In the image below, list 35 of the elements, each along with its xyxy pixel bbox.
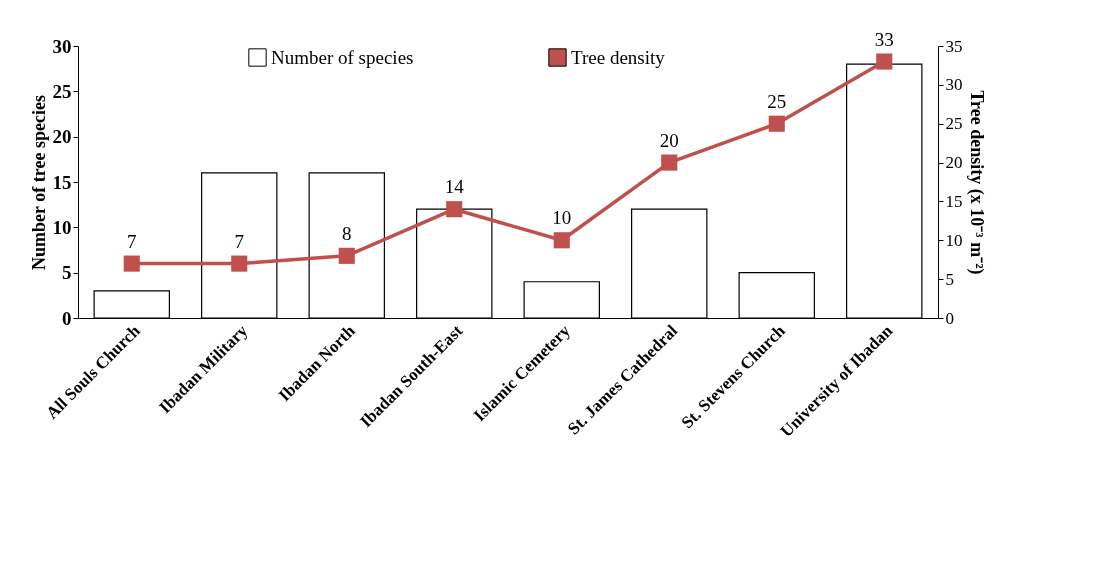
y2-axis-title: Tree density (x 10⁻³ m⁻²) <box>965 90 987 275</box>
point <box>446 201 463 218</box>
data-label: 10 <box>552 207 572 229</box>
data-label: 25 <box>767 90 787 112</box>
y2-tick-label: 35 <box>945 36 963 56</box>
point <box>876 53 893 70</box>
y2-tick-label: 0 <box>945 308 954 328</box>
y2-tick-label: 15 <box>945 191 963 211</box>
y-tick-label: 10 <box>52 216 72 238</box>
legend-label: Number of species <box>271 46 414 68</box>
y-tick-label: 20 <box>52 126 72 148</box>
y-tick-label: 15 <box>52 171 72 193</box>
point <box>661 154 678 171</box>
y-axis-title: Number of tree species <box>28 95 49 270</box>
point <box>553 232 570 249</box>
y2-tick-label: 10 <box>945 230 963 250</box>
y-tick-label: 25 <box>52 80 72 102</box>
y-tick-label: 0 <box>62 307 72 329</box>
data-label: 8 <box>342 222 352 244</box>
legend-label: Tree density <box>571 46 666 68</box>
y2-tick-label: 20 <box>945 153 963 173</box>
data-label: 7 <box>234 230 244 252</box>
y-tick-label: 5 <box>62 262 72 284</box>
point <box>123 255 140 272</box>
point <box>768 115 785 132</box>
point <box>338 247 355 264</box>
point <box>231 255 248 272</box>
data-label: 14 <box>444 176 465 198</box>
data-label: 20 <box>659 129 679 151</box>
y2-tick-label: 30 <box>945 75 963 95</box>
data-label: 7 <box>127 230 137 252</box>
y-tick-label: 30 <box>52 35 72 57</box>
y2-tick-label: 25 <box>945 114 963 134</box>
y2-tick-label: 5 <box>945 269 954 289</box>
data-label: 33 <box>874 28 894 50</box>
